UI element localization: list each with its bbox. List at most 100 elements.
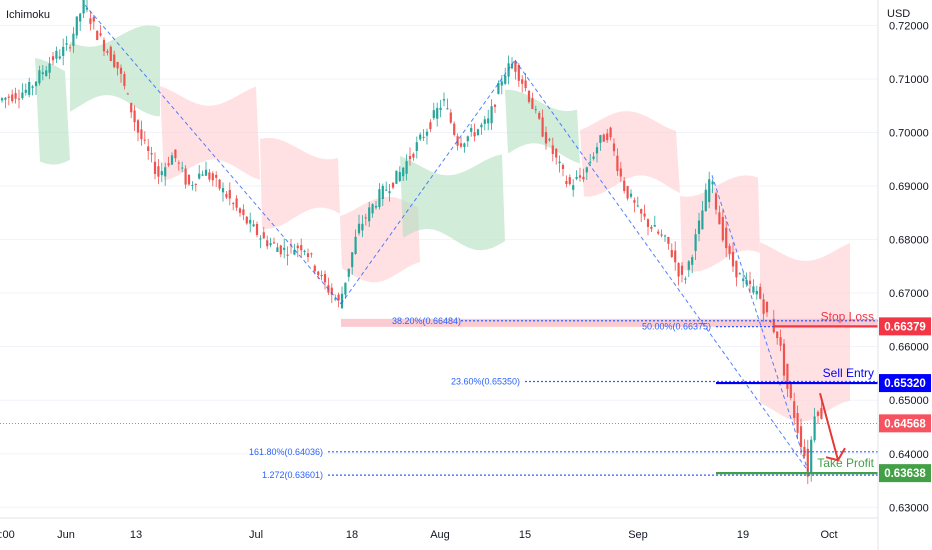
candle-body — [34, 81, 38, 87]
candle-body — [663, 235, 667, 237]
candle-body — [425, 131, 429, 136]
candle-body — [174, 149, 177, 159]
candle-body — [228, 189, 231, 199]
candle-body — [194, 183, 197, 185]
y-tick-label: 0.63000 — [889, 502, 929, 514]
candle-body — [323, 274, 327, 283]
candle-body — [276, 247, 279, 253]
candle-body — [221, 188, 225, 193]
candle-body — [789, 382, 792, 398]
candle-body — [106, 51, 109, 53]
candle-body — [99, 33, 102, 36]
candle-body — [640, 209, 643, 214]
candle-body — [218, 179, 221, 189]
candle-body — [344, 282, 347, 295]
candle-body — [606, 133, 609, 141]
candle-body — [381, 185, 384, 200]
ichimoku-cloud — [35, 25, 850, 422]
candle-body — [439, 107, 442, 111]
candle-body — [674, 250, 677, 263]
level-name: Sell Entry — [823, 366, 874, 380]
x-axis[interactable]: 0:00 Jun 13 Jul 18 Aug 15 Sep 19 Oct — [0, 517, 878, 541]
candle-body — [0, 98, 4, 101]
candle-body — [504, 75, 507, 84]
candle-body — [4, 97, 7, 100]
candle-body — [17, 98, 21, 100]
candle-body — [609, 127, 612, 138]
candle-body — [24, 89, 27, 93]
candle-body — [143, 139, 146, 141]
cloud-segment — [35, 57, 70, 165]
candle-body — [735, 260, 738, 278]
candle-body — [167, 163, 170, 166]
candle-body — [575, 176, 578, 179]
candle-body — [351, 252, 354, 268]
candle-body — [181, 167, 184, 169]
candle-body — [480, 124, 483, 128]
candle-body — [133, 110, 136, 123]
candle-body — [140, 129, 143, 140]
candle-body — [109, 46, 112, 62]
candle-body — [388, 191, 391, 194]
candle-body — [517, 64, 520, 81]
y-tick-label: 0.68000 — [889, 235, 929, 247]
candle-body — [300, 245, 303, 251]
candle-body — [92, 17, 95, 22]
candle-body — [38, 70, 41, 84]
cloud-segment — [340, 196, 420, 283]
candle-body — [759, 286, 762, 299]
candle-body — [629, 193, 633, 197]
candle-body — [779, 337, 782, 346]
candle-body — [232, 203, 235, 205]
candle-body — [633, 200, 636, 203]
candle-body — [225, 194, 228, 198]
candle-body — [126, 93, 129, 95]
candle-body — [364, 217, 367, 219]
y-axis[interactable]: 0.72000 0.71000 0.70000 0.69000 0.68000 0.670… — [877, 0, 929, 550]
candle-body — [75, 16, 78, 36]
current-price-tag — [879, 414, 931, 433]
candle-body — [446, 108, 449, 110]
candle-body — [810, 439, 813, 474]
candle-body — [395, 170, 398, 184]
x-tick-label: Sep — [628, 529, 648, 541]
candle-body — [551, 145, 554, 155]
x-tick-label: Jul — [249, 529, 263, 541]
candle-body — [313, 265, 316, 272]
candle-body — [259, 238, 262, 240]
currency-label[interactable]: USD — [887, 8, 911, 20]
candle-body — [123, 74, 126, 86]
candle-body — [490, 106, 493, 124]
candle-body — [62, 46, 65, 56]
candle-body — [235, 198, 238, 208]
indicator-label[interactable]: Ichimoku — [6, 9, 51, 21]
pattern-line — [340, 59, 516, 305]
candle-body — [813, 416, 816, 441]
candle-body — [357, 223, 361, 234]
fib-label: 1.272(0.63601) — [262, 470, 323, 480]
candle-body — [782, 343, 786, 376]
candle-body — [198, 173, 201, 179]
candle-body — [660, 234, 663, 236]
candle-body — [378, 189, 381, 208]
candle-body — [541, 117, 544, 137]
candle-body — [616, 155, 619, 172]
cloud-segment — [580, 111, 680, 197]
y-tick-label: 0.66000 — [889, 342, 929, 354]
candle-body — [408, 155, 412, 160]
price-tag-label: 0.66379 — [884, 321, 926, 333]
fib-label: 23.60%(0.65350) — [451, 376, 520, 386]
x-tick-label: 13 — [130, 529, 142, 541]
candle-body — [391, 182, 395, 188]
candle-body — [303, 250, 306, 253]
candle-body — [748, 280, 752, 284]
candle-body — [646, 219, 650, 227]
candle-body — [310, 253, 313, 255]
candle-body — [7, 96, 10, 98]
candle-body — [721, 216, 724, 241]
fib-label: 50.00%(0.66375) — [642, 322, 711, 332]
candle-body — [398, 172, 401, 182]
price-tag-label: 0.65320 — [884, 378, 926, 390]
candle-body — [565, 181, 568, 185]
